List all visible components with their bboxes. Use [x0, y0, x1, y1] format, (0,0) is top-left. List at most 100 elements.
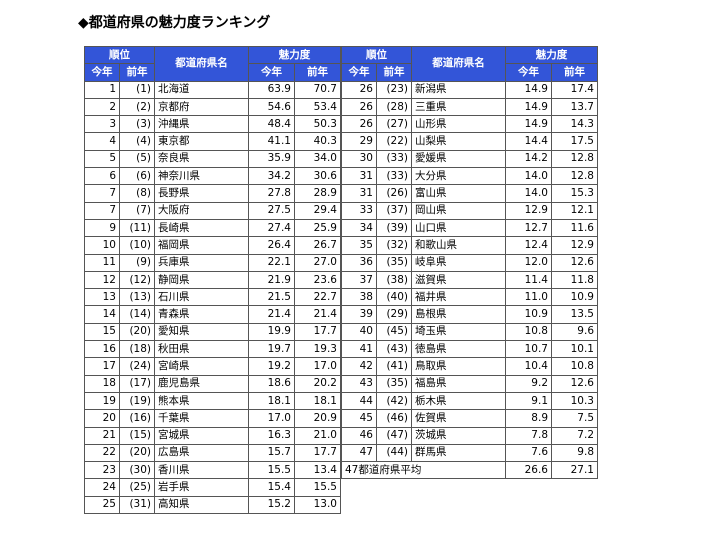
prefecture-name: 栃木県: [411, 391, 506, 411]
rank-this-year: 17: [84, 357, 120, 376]
score-this-year: 15.2: [248, 495, 295, 515]
rank-last-year: (5): [119, 149, 155, 169]
rank-this-year: 25: [84, 495, 120, 515]
rank-this-year: 31: [341, 167, 377, 186]
score-last-year: 13.4: [294, 461, 341, 480]
score-this-year: 9.2: [505, 374, 552, 393]
table-row: 20 (16) 千葉県 17.0 20.9: [84, 409, 341, 428]
rank-last-year: (3): [119, 115, 155, 134]
score-this-year: 18.1: [248, 391, 295, 411]
table-row: 16 (18) 秋田県 19.7 19.3: [84, 340, 341, 359]
score-this-year: 19.9: [248, 322, 295, 342]
score-last-year: 28.9: [294, 184, 341, 203]
score-this-year: 26.4: [248, 236, 295, 255]
rank-last-year: (47): [376, 426, 412, 445]
score-last-year: 70.7: [294, 80, 341, 99]
prefecture-name: 福井県: [411, 288, 506, 307]
rank-last-year: (17): [119, 374, 155, 393]
rank-this-year: 5: [84, 149, 120, 169]
header-score: 魅力度: [505, 45, 598, 65]
score-last-year: 19.3: [294, 340, 341, 359]
ranking-table-right-body: 26 (23) 新潟県 14.9 17.4 26 (28) 三重県 14.9 13.7 26 (27)…: [341, 80, 598, 463]
score-last-year: 20.9: [294, 409, 341, 428]
rank-this-year: 7: [84, 201, 120, 220]
table-row: 6 (6) 神奈川県 34.2 30.6: [84, 167, 341, 186]
score-this-year: 18.6: [248, 374, 295, 393]
rank-last-year: (8): [119, 184, 155, 203]
rank-this-year: 34: [341, 218, 377, 238]
ranking-table-right: 順位 都道府県名 魅力度 今年 前年 今年 前年 26 (23) 新潟県 14.9 17…: [341, 45, 598, 480]
score-this-year: 14.0: [505, 167, 552, 186]
rank-last-year: (20): [119, 443, 155, 463]
average-score-this-year: 26.6: [505, 461, 552, 480]
rank-this-year: 38: [341, 288, 377, 307]
rank-this-year: 44: [341, 391, 377, 411]
score-last-year: 53.4: [294, 97, 341, 117]
table-row: 26 (23) 新潟県 14.9 17.4: [341, 80, 598, 99]
prefecture-name: 岡山県: [411, 201, 506, 220]
table-row: 19 (19) 熊本県 18.1 18.1: [84, 391, 341, 411]
rank-last-year: (30): [119, 461, 155, 480]
score-last-year: 13.7: [551, 97, 598, 117]
prefecture-name: 徳島県: [411, 340, 506, 359]
rank-last-year: (42): [376, 391, 412, 411]
prefecture-name: 高知県: [154, 495, 249, 515]
rank-last-year: (19): [119, 391, 155, 411]
table-row: 44 (42) 栃木県 9.1 10.3: [341, 391, 598, 411]
score-this-year: 34.2: [248, 167, 295, 186]
rank-this-year: 11: [84, 253, 120, 272]
prefecture-name: 和歌山県: [411, 236, 506, 255]
rank-last-year: (2): [119, 97, 155, 117]
table-row: 24 (25) 岩手県 15.4 15.5: [84, 478, 341, 497]
prefecture-name: 福岡県: [154, 236, 249, 255]
rank-this-year: 18: [84, 374, 120, 393]
table-row: 47 (44) 群馬県 7.6 9.8: [341, 443, 598, 463]
score-last-year: 15.3: [551, 184, 598, 203]
rank-this-year: 6: [84, 167, 120, 186]
rank-last-year: (23): [376, 80, 412, 99]
score-last-year: 12.6: [551, 253, 598, 272]
score-this-year: 22.1: [248, 253, 295, 272]
score-this-year: 12.4: [505, 236, 552, 255]
table-row: 10 (10) 福岡県 26.4 26.7: [84, 236, 341, 255]
score-last-year: 22.7: [294, 288, 341, 307]
score-last-year: 15.5: [294, 478, 341, 497]
score-last-year: 29.4: [294, 201, 341, 220]
rank-last-year: (32): [376, 236, 412, 255]
score-last-year: 27.0: [294, 253, 341, 272]
score-this-year: 7.6: [505, 443, 552, 463]
rank-this-year: 13: [84, 288, 120, 307]
prefecture-name: 石川県: [154, 288, 249, 307]
rank-last-year: (39): [376, 218, 412, 238]
score-last-year: 10.3: [551, 391, 598, 411]
score-this-year: 14.9: [505, 115, 552, 134]
page-title: ◆都道府県の魅力度ランキング: [78, 12, 270, 32]
prefecture-name: 北海道: [154, 80, 249, 99]
table-row: 7 (7) 大阪府 27.5 29.4: [84, 201, 341, 220]
table-row: 35 (32) 和歌山県 12.4 12.9: [341, 236, 598, 255]
score-last-year: 21.4: [294, 305, 341, 324]
rank-last-year: (9): [119, 253, 155, 272]
score-last-year: 10.1: [551, 340, 598, 359]
table-row: 31 (26) 富山県 14.0 15.3: [341, 184, 598, 203]
score-last-year: 13.5: [551, 305, 598, 324]
rank-last-year: (40): [376, 288, 412, 307]
rank-last-year: (1): [119, 80, 155, 99]
prefecture-name: 京都府: [154, 97, 249, 117]
header-pref: 都道府県名: [411, 46, 506, 82]
rank-this-year: 35: [341, 236, 377, 255]
score-this-year: 12.0: [505, 253, 552, 272]
table-row: 14 (14) 青森県 21.4 21.4: [84, 305, 341, 324]
prefecture-name: 秋田県: [154, 340, 249, 359]
rank-this-year: 42: [341, 357, 377, 376]
rank-last-year: (18): [119, 340, 155, 359]
prefecture-name: 宮城県: [154, 426, 249, 445]
table-row: 30 (33) 愛媛県 14.2 12.8: [341, 149, 598, 169]
rank-last-year: (22): [376, 132, 412, 151]
table-row: 3 (3) 沖縄県 48.4 50.3: [84, 115, 341, 134]
table-row: 42 (41) 鳥取県 10.4 10.8: [341, 357, 598, 376]
score-last-year: 17.0: [294, 357, 341, 376]
score-last-year: 50.3: [294, 115, 341, 134]
rank-this-year: 22: [84, 443, 120, 463]
score-this-year: 48.4: [248, 115, 295, 134]
